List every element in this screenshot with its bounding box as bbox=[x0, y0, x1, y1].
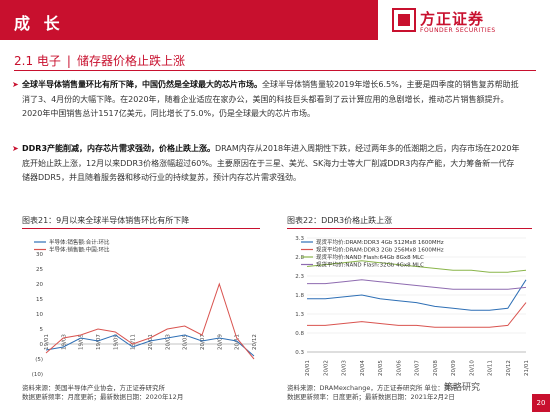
series-line-2 bbox=[307, 302, 527, 328]
y-tick-label: 25 bbox=[36, 267, 43, 273]
x-tick-label: 20/08 bbox=[433, 360, 439, 376]
y-tick-label: 3.3 bbox=[295, 236, 304, 242]
paragraph-1: ➤ 全球半导体销售量环比有所下降，中国仍然是全球最大的芯片市场。全球半导体销售量… bbox=[12, 78, 522, 122]
y-tick-label: (5) bbox=[35, 357, 43, 363]
wechat-watermark: 策略研究 bbox=[444, 383, 481, 393]
legend-label: 半导体:销售额:合计:环比 bbox=[49, 238, 110, 246]
paragraph-1-text: 全球半导体销售量较2019年增长6.5%，主要是四季度的销售复苏帮助抵消了3、4… bbox=[22, 80, 519, 118]
section-number: 2.1 电子 bbox=[14, 54, 61, 68]
bullet-icon: ➤ bbox=[12, 80, 19, 89]
x-tick-label: 20/06 bbox=[396, 360, 402, 376]
series-line-1 bbox=[307, 279, 527, 311]
section-heading: 2.1 电子 | 储存器价格止跌上涨 bbox=[14, 52, 185, 69]
x-tick-label: 20/01 bbox=[148, 334, 154, 350]
x-tick-label: 20/07 bbox=[200, 334, 206, 350]
legend-label: 现货平均价:NAND Flash:64Gb 8Gx8 MLC bbox=[316, 253, 424, 261]
paragraph-2-text: DRAM内存从2018年进入周期性下跌，经过两年多的低潮期之后，内存市场在202… bbox=[22, 144, 520, 182]
legend-label: 半导体:销售额:中国:环比 bbox=[49, 246, 110, 254]
founder-logo: 方正证券 FOUNDER SECURITIES bbox=[392, 8, 542, 36]
x-tick-label: 20/02 bbox=[323, 360, 329, 376]
logo-cn-text: 方正证券 bbox=[420, 10, 485, 28]
x-tick-label: 20/03 bbox=[342, 360, 348, 376]
founder-logo-icon bbox=[392, 8, 416, 32]
figure22-source: 资料来源：DRAMexchange，方正证券研究所 单位：美元 数据更新频率：日… bbox=[287, 384, 457, 401]
legend-label: 现货平均价:DRAM:DDR3 4Gb 512Mx8 1600MHz bbox=[316, 238, 444, 246]
figure21-source: 资料来源：美国半导体产业协会，方正证券研究所 数据更新频率：月度更新；最新数据日… bbox=[22, 384, 184, 401]
y-tick-label: 30 bbox=[36, 252, 43, 258]
y-tick-label: 10 bbox=[36, 312, 43, 318]
x-tick-label: 19/07 bbox=[96, 334, 102, 350]
figure21-title: 图表21：9月以来全球半导体销售环比有所下降 bbox=[22, 216, 190, 225]
x-tick-label: 19/09 bbox=[113, 334, 119, 350]
top-bar: 成 长 方正证券 FOUNDER SECURITIES bbox=[0, 0, 550, 40]
page-number: 20 bbox=[532, 394, 550, 412]
x-tick-label: 20/05 bbox=[378, 360, 384, 376]
y-tick-label: 0 bbox=[40, 342, 44, 348]
y-tick-label: 1.3 bbox=[295, 312, 304, 318]
x-tick-label: 19/01 bbox=[44, 334, 50, 350]
figure22-title: 图表22：DDR3价格止跌上涨 bbox=[287, 216, 393, 225]
x-tick-label: 19/11 bbox=[131, 334, 137, 350]
x-tick-label: 19/03 bbox=[61, 334, 67, 350]
y-tick-label: 5 bbox=[40, 327, 44, 333]
bullet-icon: ➤ bbox=[12, 144, 19, 153]
x-tick-label: 20/11 bbox=[488, 360, 494, 376]
x-tick-label: 20/12 bbox=[506, 360, 512, 376]
x-tick-label: 20/12 bbox=[252, 334, 258, 350]
x-tick-label: 20/04 bbox=[360, 360, 366, 376]
y-tick-label: 20 bbox=[36, 282, 43, 288]
y-tick-label: 0.3 bbox=[295, 350, 304, 356]
figure22-chart: 3.3 2.8 2.3 1.8 1.3 0.8 0.320/01 20/02 20/03 20/0… bbox=[295, 236, 530, 376]
y-tick-label: (10) bbox=[32, 372, 43, 378]
section-rule bbox=[14, 70, 536, 71]
page-title: 成 长 bbox=[14, 14, 64, 33]
y-tick-label: 2.3 bbox=[295, 274, 304, 280]
y-tick-label: 2.8 bbox=[295, 255, 304, 261]
series-line-2 bbox=[45, 282, 255, 360]
x-tick-label: 20/09 bbox=[217, 334, 223, 350]
x-tick-label: 21/01 bbox=[524, 360, 530, 376]
x-tick-label: 20/09 bbox=[451, 360, 457, 376]
figure21-rule bbox=[22, 228, 260, 229]
x-tick-label: 20/07 bbox=[415, 360, 421, 376]
section-subtitle: 储存器价格止跌上涨 bbox=[76, 54, 185, 68]
x-tick-label: 20/01 bbox=[305, 360, 311, 376]
title-banner bbox=[0, 0, 378, 40]
legend-label: 现货平均价:DRAM:DDR3 2Gb 256Mx8 1600MHz bbox=[316, 246, 444, 254]
y-tick-label: 15 bbox=[36, 297, 43, 303]
series-line-4 bbox=[307, 279, 527, 290]
series-line-3 bbox=[306, 260, 527, 273]
x-tick-label: 19/05 bbox=[79, 334, 85, 350]
figure21-chart: 30 25 20 15 10 5 0 (5) (10) 19/01 19/03 19/05 19/07 1… bbox=[32, 238, 258, 378]
x-tick-label: 20/03 bbox=[165, 334, 171, 350]
paragraph-1-bold: 全球半导体销售量环比有所下降，中国仍然是全球最大的芯片市场。 bbox=[22, 80, 262, 89]
series-line-1 bbox=[45, 334, 255, 357]
y-tick-label: 0.8 bbox=[295, 331, 304, 337]
logo-en-text: FOUNDER SECURITIES bbox=[420, 27, 496, 34]
x-tick-label: 20/05 bbox=[183, 334, 189, 350]
x-tick-label: 20/10 bbox=[469, 360, 475, 376]
paragraph-2-bold: DDR3产能削减，内存芯片需求强劲，价格止跌上涨。 bbox=[22, 144, 216, 153]
legend-label: 现货平均价:NAND Flash:32Gb 4Gx8 MLC bbox=[316, 261, 424, 269]
y-tick-label: 1.8 bbox=[295, 293, 304, 299]
paragraph-2: ➤ DDR3产能削减，内存芯片需求强劲，价格止跌上涨。DRAM内存从2018年进… bbox=[12, 142, 522, 186]
section-divider: | bbox=[66, 54, 71, 68]
figure22-rule bbox=[287, 228, 532, 229]
